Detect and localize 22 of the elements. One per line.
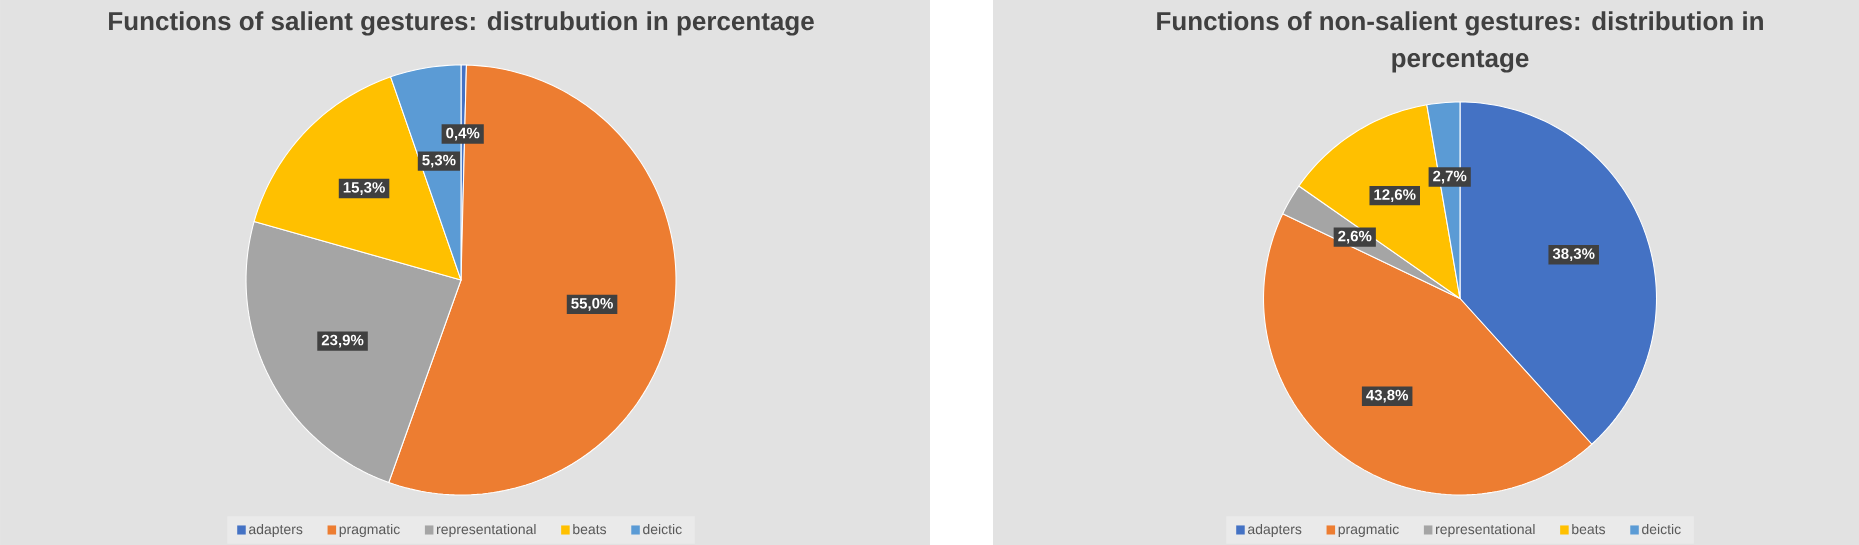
data-label: 55,0% [571, 297, 613, 311]
data-label: 38,3% [1552, 248, 1595, 262]
legend-label: deictic [1642, 523, 1681, 535]
legend-label: adapters [1247, 523, 1302, 537]
chart-title: Functions of salient gestures: distrubution in percentage [109, 11, 814, 36]
data-label: 15,3% [343, 182, 385, 195]
data-label: 43,8% [1366, 389, 1409, 403]
legend-label: beats [573, 523, 607, 535]
legend-label: pragmatic [339, 523, 400, 537]
data-label: 0,4% [446, 127, 480, 141]
legend-label: representational [437, 523, 536, 537]
data-label: 2,6% [1338, 230, 1372, 244]
legend-label: deictic [643, 523, 682, 535]
data-label: 12,6% [1374, 189, 1416, 203]
data-label: 23,9% [321, 334, 364, 348]
legend-label: adapters [249, 523, 303, 537]
legend-label: beats [1572, 523, 1606, 535]
chart-title: Functions of non-salient gestures: distribution in percentage [1157, 11, 1763, 73]
data-label: 5,3% [422, 154, 456, 168]
legend-label: pragmatic [1338, 523, 1399, 537]
data-label: 2,7% [1433, 170, 1467, 184]
legend-label: representational [1436, 523, 1535, 537]
